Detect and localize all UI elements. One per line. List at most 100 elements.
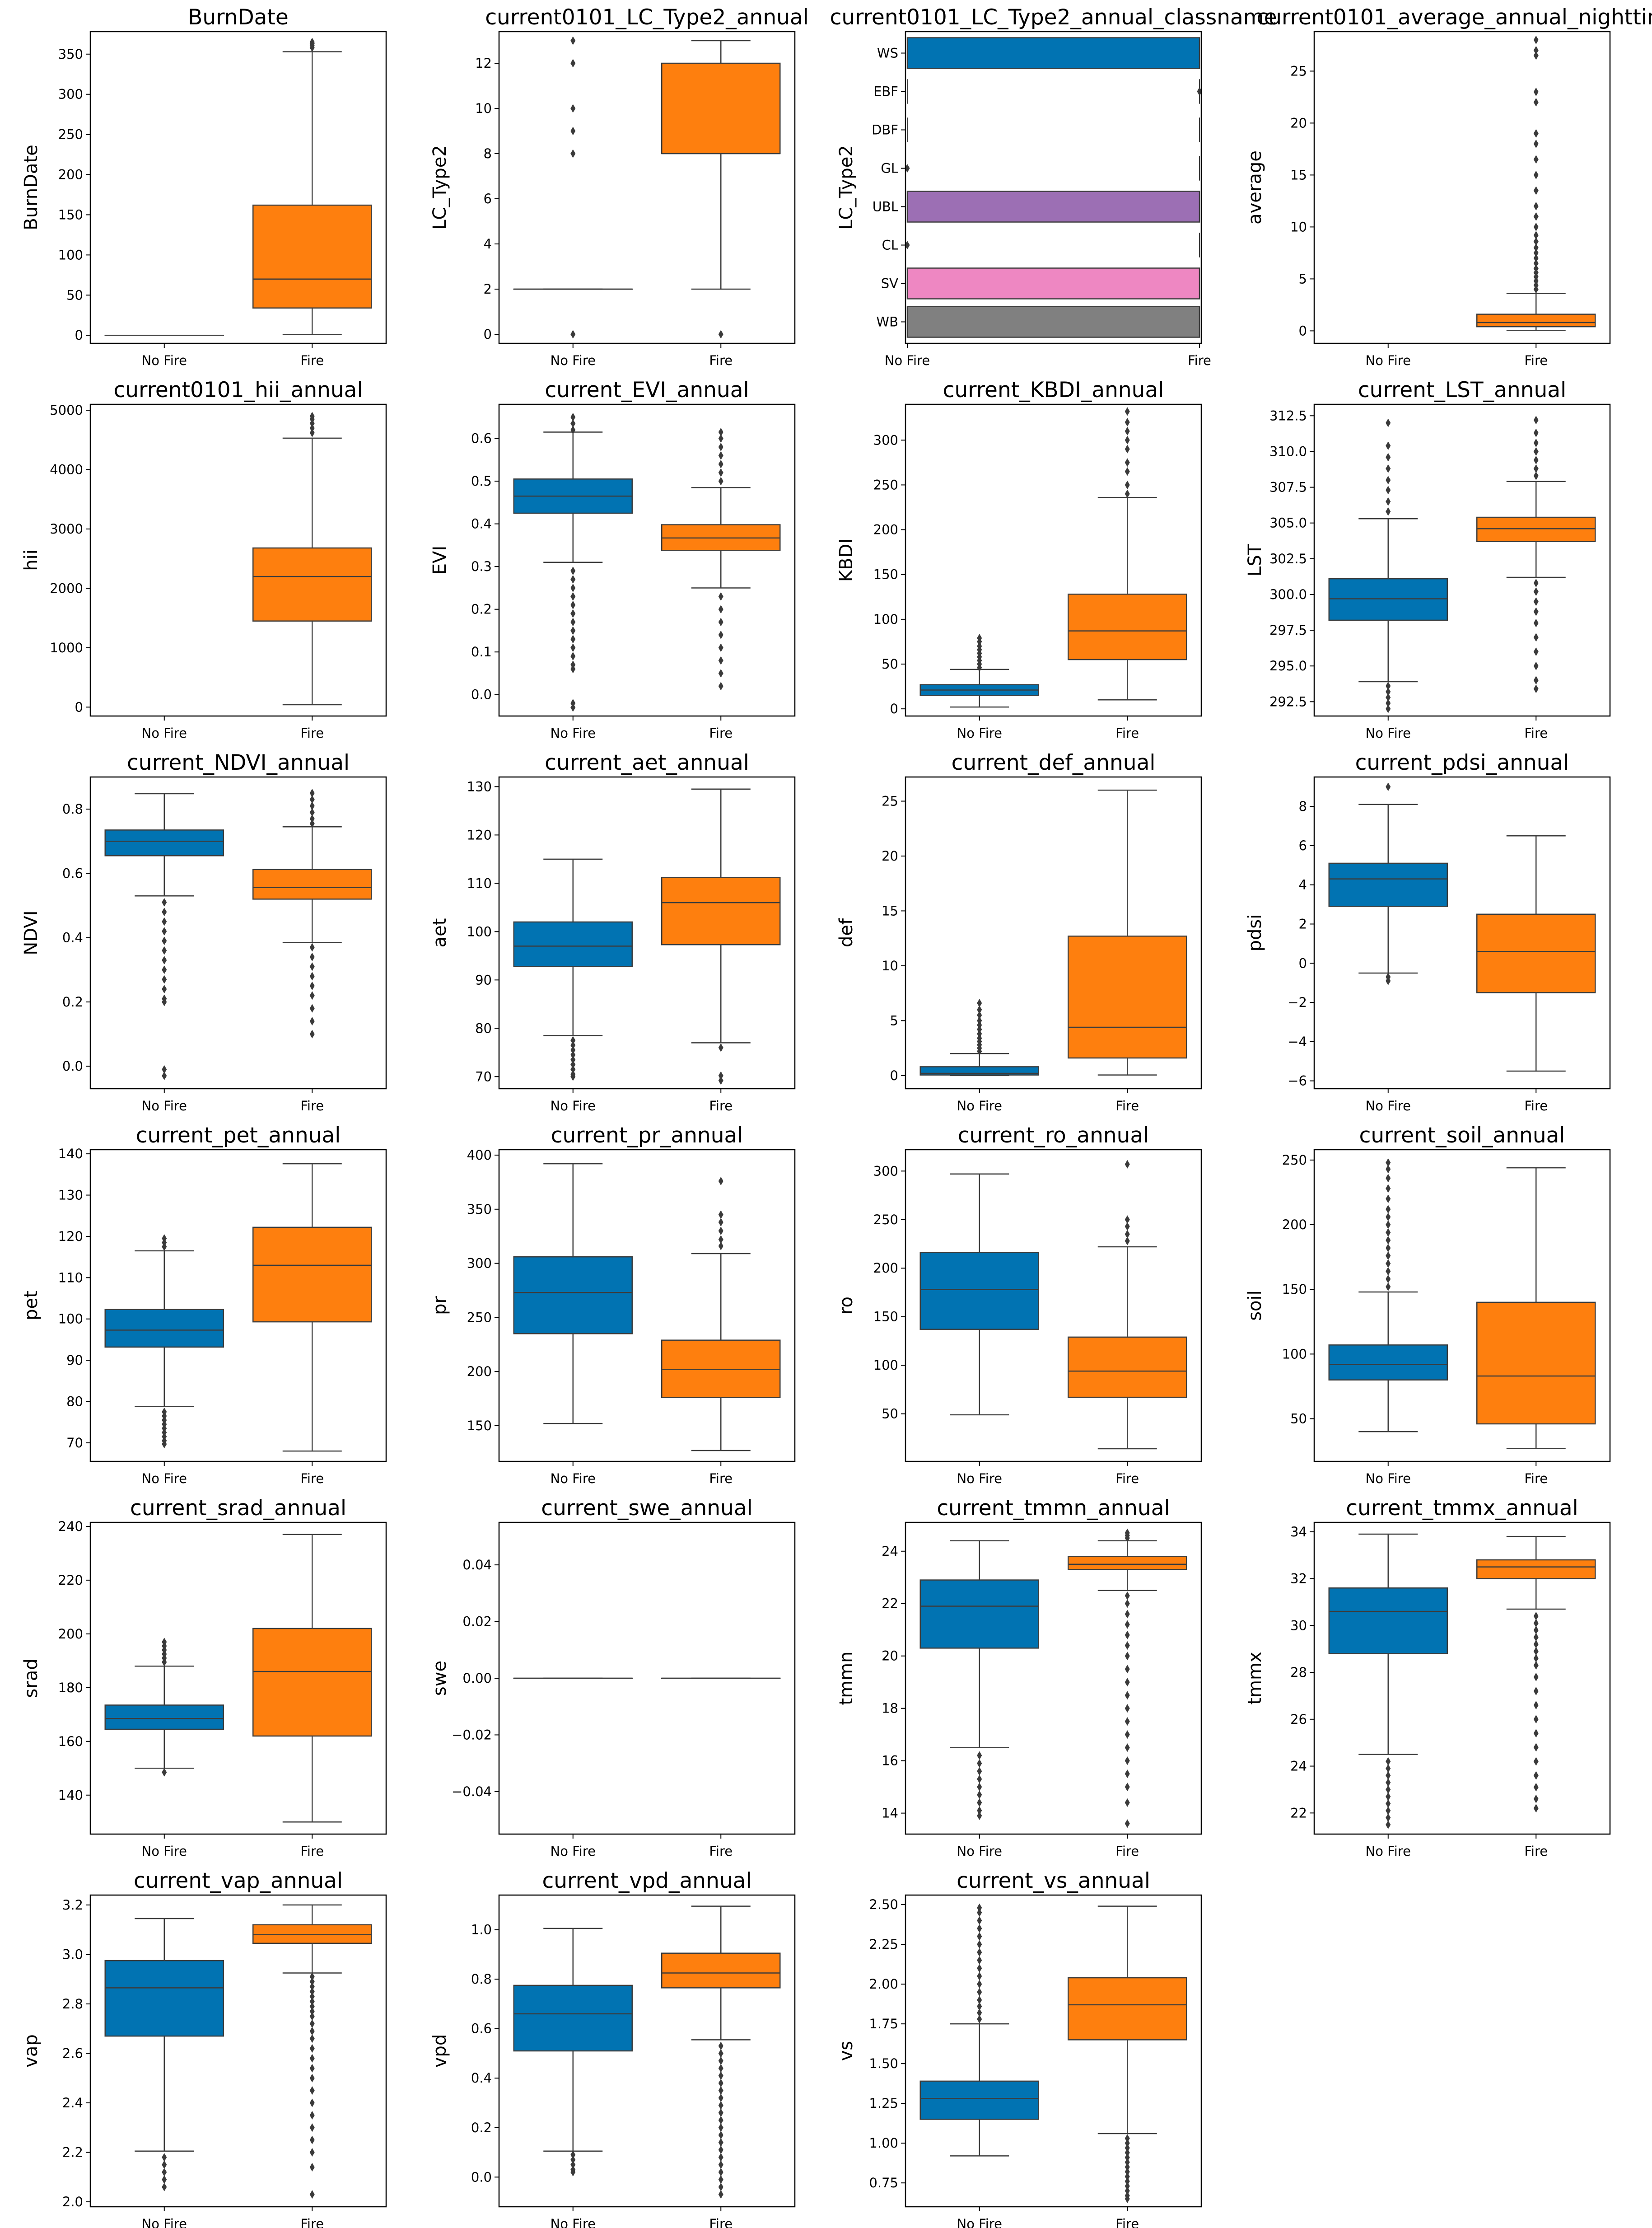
outlier-point [1533,416,1539,425]
outlier-point [1386,1267,1391,1276]
outlier-point [1386,1194,1391,1203]
y-tick-label: 2000 [50,580,83,596]
y-tick-label: 5000 [50,403,83,418]
y-tick-label: 0 [890,1068,898,1083]
y-tick-label: 10 [475,101,492,116]
iqr-box [104,1704,224,1730]
outlier-point [718,2108,723,2117]
y-tick-label: 24 [882,1544,898,1559]
outlier-point [309,2074,315,2083]
axes-frame [905,1521,1202,1835]
axes-frame [1313,1149,1611,1462]
outlier-point [1533,129,1539,138]
subplot-title: BurnDate [188,5,289,30]
subplot-title: current_aet_annual [545,750,749,775]
subplot-title: current_pr_annual [551,1123,743,1148]
y-tick-label: 150 [873,567,898,582]
box-fire [1476,835,1596,1072]
y-tick-label: 2 [484,281,492,297]
outlier-point [718,2071,723,2080]
y-tick-label: 302.5 [1269,551,1307,566]
subplot-7: current_KBDI_annual KBDI No Fire Fire 0 50 100… [836,378,1202,741]
outlier-point [570,126,576,136]
outlier-point [1386,507,1391,516]
outlier-point [1533,1633,1539,1642]
outlier-point [162,908,167,917]
outlier-point [977,1016,982,1025]
y-tick-label: 2.4 [62,2095,83,2111]
subplot-title: current_EVI_annual [545,378,749,403]
outlier-point [309,962,315,971]
outlier-point [718,330,723,339]
y-tick-label: 70 [66,1435,83,1451]
y-tick-label: 3.2 [62,1897,83,1913]
axes-frame [1313,776,1611,1090]
x-tick-label: Fire [300,1098,324,1114]
y-tick-label: 2 [1299,916,1307,931]
outlier-point [1533,1794,1539,1803]
outlier-point [309,2148,315,2157]
outlier-point [1533,579,1539,588]
y-tick-label: 12 [475,56,492,71]
box-fire [661,1905,781,2199]
outlier-point [718,1226,723,1236]
outlier-point [977,1956,982,1965]
outlier-point [309,2162,315,2172]
outlier-point [977,1995,982,2004]
outlier-point [718,459,723,468]
iqr-box [513,1985,633,2052]
y-tick-label: 160 [58,1734,83,1749]
outlier-point [1533,1687,1539,1696]
iqr-box [919,2080,1039,2120]
y-tick-label: 110 [467,875,492,891]
y-tick-label: 4 [1299,877,1307,893]
outlier-point [1386,486,1391,495]
outlier-point [718,669,723,678]
y-tick-label: 2.00 [869,1976,898,1992]
y-tick-label: 80 [475,1020,492,1036]
outlier-point [1125,2158,1130,2167]
y-axis-label: vpd [429,2034,450,2068]
outlier-point [718,2101,723,2110]
outlier-point [718,1071,723,1080]
axes-frame [1313,403,1611,717]
box-fire [1476,1535,1596,1813]
x-tick-label: Fire [709,1844,733,1859]
y-tick-label: 2.6 [62,2045,83,2061]
y-tick-label: 200 [873,1260,898,1276]
outlier-point [570,592,576,601]
y-tick-label: 15 [882,903,898,918]
outlier-point [309,1982,315,1991]
outlier-point [570,600,576,609]
outlier-point [162,2182,167,2191]
y-tick-label: 26 [1290,1712,1307,1727]
outlier-point [309,412,315,421]
y-tick-label: 100 [467,924,492,939]
outlier-point [1533,46,1539,55]
y-tick-label: 300 [58,87,83,102]
outlier-point [1125,1743,1130,1752]
y-tick-label: 300.0 [1269,587,1307,602]
outlier-point [1533,1729,1539,1738]
outlier-point [570,652,576,661]
y-tick-label: 22 [882,1596,898,1611]
y-tick-label: 150 [873,1309,898,1325]
outlier-point [718,643,723,652]
outlier-point [1386,1259,1391,1268]
y-tick-label: 250 [873,477,898,492]
y-axis-label: pr [429,1296,450,1315]
outlier-point [1125,1798,1130,1807]
iqr-box [513,921,633,967]
outlier-point [1125,1630,1130,1639]
outlier-point [718,2175,723,2184]
x-tick-label: Fire [1115,1471,1139,1486]
y-tick-label: 2.2 [62,2145,83,2160]
box-fire [1068,1905,1187,2203]
outlier-point [718,2093,723,2102]
y-tick-label: 20 [1290,115,1307,131]
outlier-point [1386,1165,1391,1174]
y-tick-label: 0.2 [62,994,83,1010]
outlier-point [1125,2177,1130,2186]
